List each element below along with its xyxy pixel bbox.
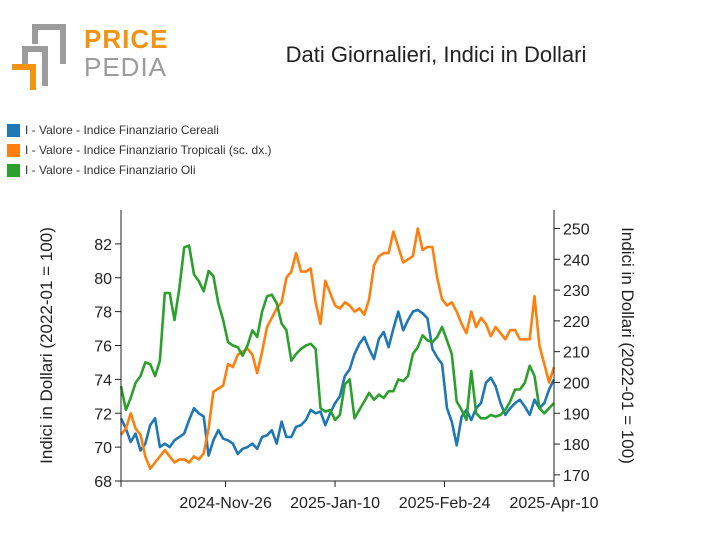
legend: I - Valore - Indice Finanziario Cereali …: [7, 120, 272, 180]
y-left-tick-label: 80: [94, 271, 112, 288]
legend-swatch-tropicali: [7, 143, 20, 157]
series-line-cereali: [119, 308, 556, 457]
y-left-tick-label: 70: [94, 440, 112, 457]
logo-text-price: PRICE: [84, 24, 169, 54]
x-tick-label: 2024-Nov-26: [179, 495, 272, 512]
series-line-tropicali: [119, 227, 556, 471]
legend-swatch-oli: [7, 163, 20, 177]
x-tick-label: 2025-Jan-10: [290, 495, 380, 512]
pricepedia-logo: PRICE PEDIA: [6, 20, 176, 92]
y-left-tick-label: 78: [94, 305, 112, 322]
logo-text-pedia: PEDIA: [84, 52, 168, 82]
legend-label-cereali: I - Valore - Indice Finanziario Cereali: [25, 123, 219, 137]
y-left-tick-label: 76: [94, 339, 112, 356]
y-right-tick-label: 230: [563, 283, 590, 300]
y-left-tick-label: 74: [94, 372, 112, 389]
y-left-tick-label: 68: [94, 474, 112, 491]
legend-label-tropicali: I - Valore - Indice Finanziario Tropical…: [25, 143, 272, 157]
x-tick-label: 2025-Apr-10: [510, 495, 599, 512]
y-axis-left-label: Indici in Dollari (2022-01 = 100): [37, 227, 56, 464]
legend-item-tropicali: I - Valore - Indice Finanziario Tropical…: [7, 140, 272, 160]
y-right-tick-label: 240: [563, 252, 590, 269]
y-axis-right-label: Indici in Dollari (2022-01 = 100): [618, 227, 637, 464]
x-tick-label: 2025-Feb-24: [399, 495, 491, 512]
y-right-tick-label: 210: [563, 345, 590, 362]
plot-area: [119, 227, 556, 471]
y-left-tick-label: 82: [94, 237, 112, 254]
y-right-tick-label: 190: [563, 406, 590, 423]
y-right-tick-label: 250: [563, 221, 590, 238]
y-right-tick-label: 220: [563, 314, 590, 331]
y-left-tick-label: 72: [94, 406, 112, 423]
y-right-tick-label: 200: [563, 375, 590, 392]
legend-item-oli: I - Valore - Indice Finanziario Oli: [7, 160, 272, 180]
series-line-oli: [119, 244, 555, 422]
y-right-tick-label: 180: [563, 437, 590, 454]
legend-swatch-cereali: [7, 123, 20, 137]
legend-item-cereali: I - Valore - Indice Finanziario Cereali: [7, 120, 272, 140]
logo-mark-icon: [12, 24, 66, 90]
legend-label-oli: I - Valore - Indice Finanziario Oli: [25, 163, 196, 177]
chart-title: Dati Giornalieri, Indici in Dollari: [285, 42, 587, 67]
axes: 68 70 72 74 76 78 80 82 170 180 190 200 210 220 230 240…: [94, 210, 599, 512]
y-right-tick-label: 170: [563, 468, 590, 485]
